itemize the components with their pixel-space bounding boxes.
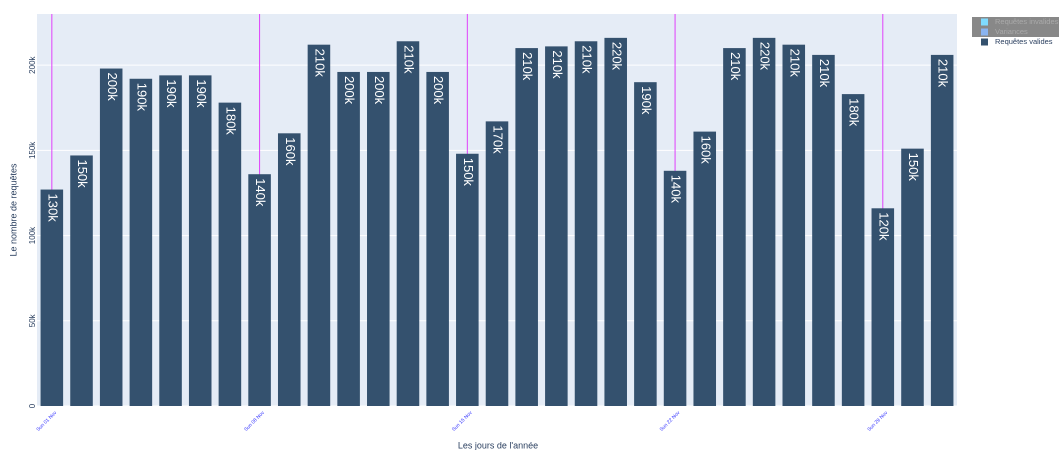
legend-label: Requêtes invalides	[995, 17, 1059, 26]
y-tick-label: 100k	[28, 226, 37, 244]
legend-swatch	[981, 28, 988, 36]
legend-swatch	[981, 38, 988, 46]
data-label: 170k	[491, 125, 506, 154]
bar	[515, 48, 538, 407]
data-label: 140k	[669, 175, 684, 204]
data-label: 130k	[45, 194, 60, 223]
legend-label: Requêtes valides	[995, 37, 1053, 46]
data-label: 210k	[550, 50, 565, 79]
legend-swatch	[981, 18, 988, 26]
bar	[70, 155, 93, 406]
data-label: 190k	[639, 86, 654, 115]
legend-label: Variances	[995, 27, 1028, 36]
bar	[604, 37, 627, 406]
bar	[782, 44, 806, 407]
bar	[723, 48, 746, 407]
bar	[634, 82, 657, 406]
bar	[841, 94, 865, 407]
bar	[277, 133, 301, 406]
data-label: 200k	[342, 76, 357, 105]
bar	[812, 54, 835, 406]
data-label: 220k	[758, 42, 773, 71]
data-label: 210k	[402, 45, 417, 74]
bar	[752, 37, 776, 406]
data-label: 210k	[580, 45, 595, 74]
data-label: 210k	[817, 59, 832, 88]
bar	[40, 189, 64, 406]
x-tick-label: Sun 15 Nov	[451, 410, 474, 433]
bar	[901, 148, 924, 406]
y-tick-label: 200k	[28, 55, 37, 73]
data-label: 210k	[312, 49, 327, 78]
y-tick-label: 150k	[28, 141, 37, 159]
data-label: 150k	[75, 159, 90, 188]
bar	[129, 78, 153, 406]
x-tick-label: Sun 08 Nov	[243, 410, 266, 433]
data-label: 200k	[105, 73, 120, 102]
x-tick-label: Sun 29 Nov	[866, 410, 889, 433]
data-label: 220k	[609, 42, 624, 71]
data-label: 210k	[936, 59, 951, 88]
bar	[693, 131, 717, 406]
y-tick-label: 0	[28, 403, 37, 408]
bar	[396, 41, 420, 407]
data-label: 210k	[520, 52, 535, 81]
x-tick-label: Sun 22 Nov	[659, 410, 682, 433]
bar	[663, 170, 687, 406]
data-label: 180k	[847, 98, 862, 127]
legend-highlight	[972, 27, 1059, 37]
x-axis-title: Les jours de l'année	[458, 440, 538, 450]
bar	[99, 68, 123, 407]
data-label: 200k	[372, 76, 387, 105]
bar	[307, 44, 331, 407]
data-label: 190k	[164, 79, 179, 108]
bar	[574, 41, 598, 407]
data-label: 120k	[876, 212, 891, 241]
data-label: 150k	[461, 158, 476, 187]
data-label: 160k	[698, 136, 713, 165]
bar	[485, 121, 509, 407]
y-axis-title: Le nombre de requêtes	[8, 163, 18, 257]
bar	[426, 71, 449, 407]
data-label: 210k	[728, 52, 743, 81]
data-label: 160k	[283, 137, 298, 166]
y-tick-label: 50k	[28, 313, 37, 327]
bar	[218, 102, 242, 406]
bar	[930, 54, 954, 406]
data-label: 190k	[194, 79, 209, 108]
data-label: 180k	[223, 107, 238, 136]
bar	[337, 71, 360, 407]
data-label: 140k	[253, 178, 268, 207]
bar	[456, 153, 479, 406]
legend-highlight	[972, 17, 1059, 27]
bar	[871, 208, 895, 406]
bar	[367, 71, 390, 407]
bar	[248, 174, 271, 406]
data-label: 190k	[134, 83, 149, 112]
bar	[545, 46, 568, 407]
bar	[159, 75, 182, 407]
data-label: 210k	[787, 49, 802, 78]
x-tick-label: Sun 01 Nov	[35, 410, 58, 433]
data-label: 150k	[906, 153, 921, 182]
data-label: 200k	[431, 76, 446, 105]
bar	[188, 75, 212, 407]
